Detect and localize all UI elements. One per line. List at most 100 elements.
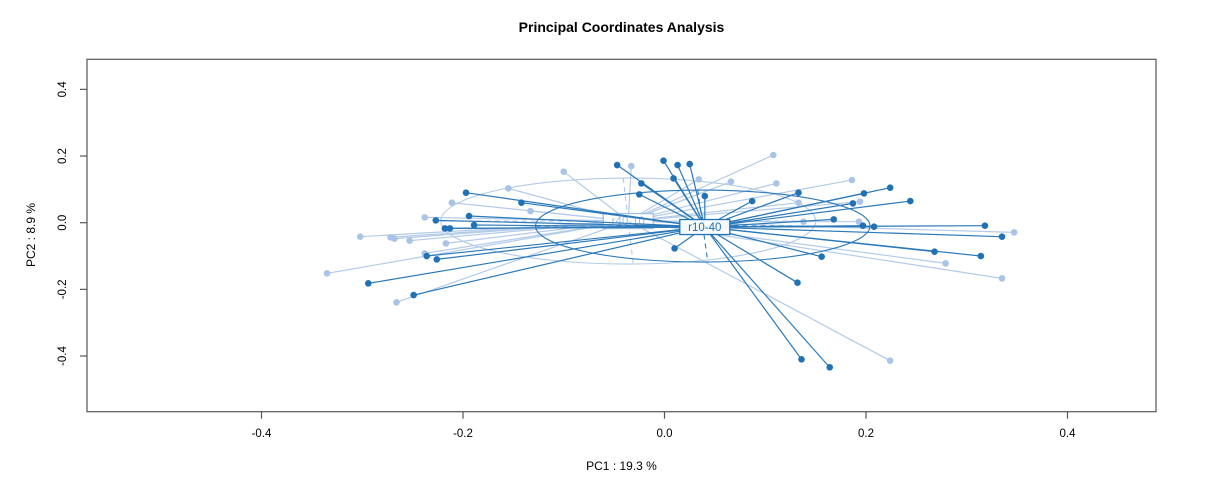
data-point	[470, 221, 478, 229]
data-point	[391, 235, 398, 242]
data-point	[998, 233, 1006, 240]
spider-line	[689, 163, 706, 228]
x-axis-label: PC1 : 19.3 %	[586, 459, 657, 473]
spider-line	[704, 226, 803, 360]
data-point	[849, 200, 857, 207]
x-tick-label: 0.2	[858, 428, 874, 440]
data-point	[981, 222, 989, 229]
spider-line	[359, 220, 629, 238]
data-point	[433, 256, 441, 263]
data-point	[848, 176, 856, 184]
data-point	[627, 162, 635, 170]
x-tick-label: 0.0	[657, 428, 673, 440]
centroid-label: r10-40	[688, 222, 721, 234]
spider-line	[627, 179, 853, 222]
y-tick-label: 0.0	[57, 215, 69, 231]
data-point	[727, 178, 735, 186]
y-tick-label: -0.2	[57, 279, 69, 299]
data-point	[907, 197, 914, 205]
data-point	[748, 197, 756, 205]
plot-box	[86, 58, 1157, 413]
data-point	[977, 252, 985, 260]
data-point	[410, 291, 417, 299]
data-point	[856, 198, 864, 206]
x-tick-label: -0.2	[453, 428, 473, 440]
data-point	[886, 184, 894, 192]
data-point	[860, 190, 868, 197]
data-point	[1010, 229, 1018, 236]
spider-line	[468, 215, 706, 228]
spider-line	[436, 226, 706, 260]
spider-line	[435, 219, 706, 228]
data-point	[393, 299, 400, 306]
data-point	[465, 212, 473, 220]
data-point	[441, 225, 449, 232]
data-point	[423, 252, 431, 260]
data-point	[998, 275, 1006, 282]
x-tick-label: -0.4	[252, 428, 272, 440]
data-point	[527, 207, 534, 215]
data-point	[859, 222, 867, 229]
spider-line	[704, 226, 831, 368]
data-point	[432, 217, 440, 224]
spider-line	[704, 192, 865, 228]
data-point	[446, 225, 454, 232]
data-point	[636, 191, 643, 198]
data-point	[505, 185, 512, 192]
spider-line	[676, 164, 706, 228]
data-point	[695, 176, 703, 183]
spider-line	[627, 201, 861, 222]
spider-line	[413, 226, 706, 296]
data-point	[931, 248, 938, 255]
data-point	[794, 279, 801, 286]
data-point	[671, 245, 678, 252]
data-point	[701, 192, 709, 200]
data-point	[798, 356, 805, 363]
y-tick-label: -0.4	[57, 346, 69, 366]
spider-line	[704, 200, 911, 228]
data-point	[323, 270, 331, 277]
data-point	[773, 180, 780, 187]
data-point	[770, 151, 777, 159]
data-point	[855, 218, 863, 226]
ellipse-minor-axis	[622, 177, 634, 265]
data-point	[638, 180, 645, 187]
data-point	[818, 253, 825, 260]
data-point	[870, 223, 878, 230]
spider-line	[704, 226, 1003, 238]
spider-line	[520, 202, 706, 228]
data-point	[795, 199, 802, 207]
spider-line	[627, 202, 800, 222]
data-point	[674, 161, 681, 169]
y-tick-label: 0.4	[57, 81, 69, 98]
data-point	[686, 160, 693, 168]
y-tick-label: 0.2	[57, 148, 69, 164]
data-point	[560, 168, 568, 176]
spider-line	[627, 220, 891, 362]
spider-line	[704, 226, 799, 284]
data-point	[660, 157, 667, 165]
data-point	[421, 214, 429, 221]
spider-line	[395, 220, 629, 303]
centroid-label-box	[679, 218, 731, 236]
spider-line	[426, 226, 706, 257]
data-point	[942, 260, 949, 267]
data-point	[613, 161, 621, 169]
data-point	[406, 237, 413, 244]
data-point	[448, 199, 456, 207]
spider-line	[367, 226, 706, 284]
data-point	[518, 199, 525, 207]
data-point	[886, 357, 894, 364]
data-point	[462, 189, 470, 197]
chart-title: Principal Coordinates Analysis	[518, 19, 725, 35]
spider-line	[627, 154, 774, 222]
data-point	[826, 364, 834, 371]
x-tick-label: 0.4	[1060, 428, 1077, 440]
data-point	[795, 189, 802, 197]
spider-line	[473, 224, 706, 228]
y-axis-label: PC2 : 8.9 %	[24, 202, 38, 268]
data-point	[442, 240, 450, 247]
data-point	[830, 216, 838, 223]
